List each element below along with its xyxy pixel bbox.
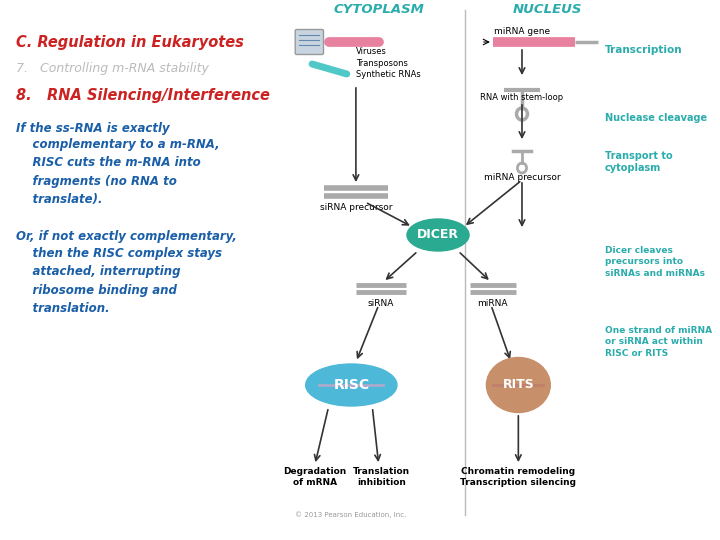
Text: Chromatin remodeling
Transcription silencing: Chromatin remodeling Transcription silen… bbox=[460, 467, 576, 487]
Text: Translation
inhibition: Translation inhibition bbox=[353, 467, 410, 487]
Text: DICER: DICER bbox=[417, 228, 459, 241]
Text: 8.   RNA Silencing/Interference: 8. RNA Silencing/Interference bbox=[17, 88, 270, 103]
Text: RNA with stem-loop: RNA with stem-loop bbox=[480, 93, 564, 102]
FancyBboxPatch shape bbox=[295, 30, 323, 55]
Text: 7.   Controlling m-RNA stability: 7. Controlling m-RNA stability bbox=[17, 62, 210, 75]
Text: miRNA gene: miRNA gene bbox=[494, 27, 550, 36]
Text: Transport to
cytoplasm: Transport to cytoplasm bbox=[605, 151, 672, 173]
Text: Or, if not exactly complementary,: Or, if not exactly complementary, bbox=[17, 230, 238, 243]
Text: One strand of miRNA
or siRNA act within
RISC or RITS: One strand of miRNA or siRNA act within … bbox=[605, 326, 712, 358]
Text: complementary to a m-RNA,
    RISC cuts the m-RNA into
    fragments (no RNA to
: complementary to a m-RNA, RISC cuts the … bbox=[17, 138, 220, 206]
Text: C. Regulation in Eukaryotes: C. Regulation in Eukaryotes bbox=[17, 35, 244, 50]
Text: Dicer cleaves
precursors into
siRNAs and miRNAs: Dicer cleaves precursors into siRNAs and… bbox=[605, 246, 705, 278]
Text: miRNA: miRNA bbox=[477, 299, 508, 308]
Text: Viruses
Transposons
Synthetic RNAs: Viruses Transposons Synthetic RNAs bbox=[356, 48, 420, 79]
Text: Transcription: Transcription bbox=[605, 45, 683, 55]
Text: CYTOPLASM: CYTOPLASM bbox=[333, 3, 424, 16]
Text: Nuclease cleavage: Nuclease cleavage bbox=[605, 113, 707, 123]
Text: then the RISC complex stays
    attached, interrupting
    ribosome binding and
: then the RISC complex stays attached, in… bbox=[17, 247, 222, 315]
Text: Degradation
of mRNA: Degradation of mRNA bbox=[283, 467, 346, 487]
Ellipse shape bbox=[487, 357, 550, 413]
Text: RISC: RISC bbox=[333, 378, 369, 392]
Text: If the ss-RNA is exactly: If the ss-RNA is exactly bbox=[17, 122, 170, 135]
Text: NUCLEUS: NUCLEUS bbox=[513, 3, 582, 16]
Ellipse shape bbox=[407, 219, 469, 251]
Text: siRNA precursor: siRNA precursor bbox=[320, 203, 392, 212]
Text: © 2013 Pearson Education, Inc.: © 2013 Pearson Education, Inc. bbox=[294, 511, 406, 518]
Text: RITS: RITS bbox=[503, 379, 534, 392]
Text: siRNA: siRNA bbox=[367, 299, 394, 308]
Ellipse shape bbox=[306, 364, 397, 406]
Text: miRNA precursor: miRNA precursor bbox=[484, 173, 560, 182]
